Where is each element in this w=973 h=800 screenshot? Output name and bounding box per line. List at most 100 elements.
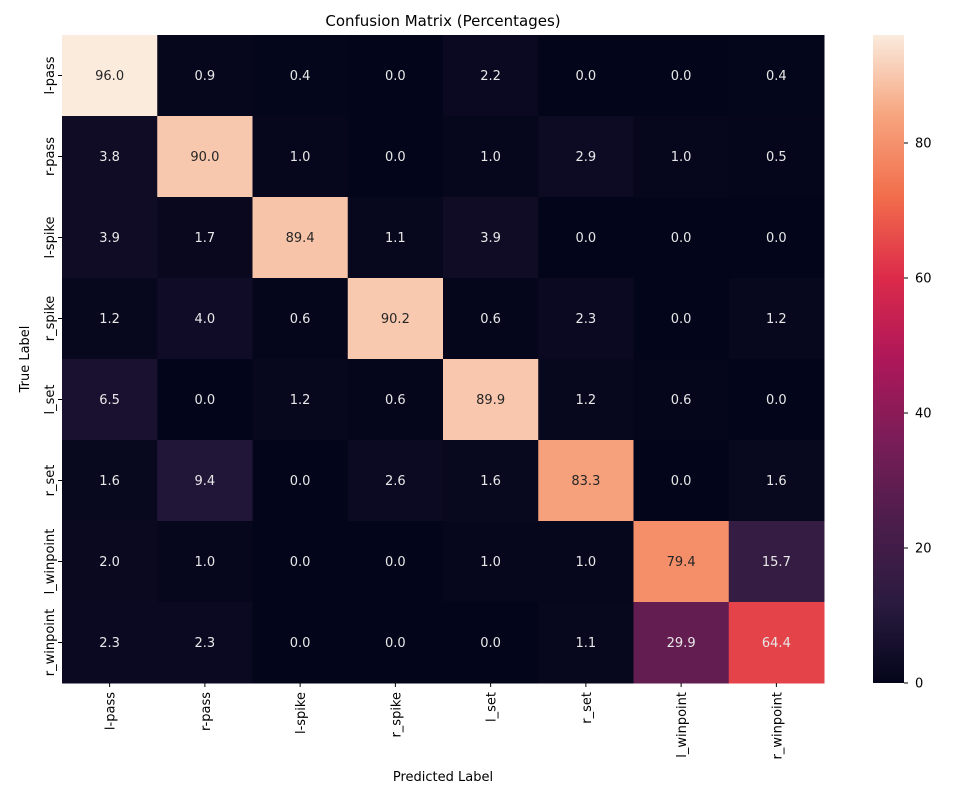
x-tick-label: l_winpoint <box>675 692 690 758</box>
cell-value-4-7: 0.0 <box>766 393 787 408</box>
cell-value-7-2: 0.0 <box>290 636 311 651</box>
heatmap-cell-1-3 <box>347 116 444 198</box>
colorbar-tick-label: 80 <box>915 137 932 152</box>
colorbar-tick-label: 0 <box>915 677 923 692</box>
x-tick-label: l-pass <box>104 692 119 730</box>
cell-value-2-5: 0.0 <box>576 231 597 246</box>
heatmap-cell-6-2 <box>252 521 349 603</box>
cell-value-2-0: 3.9 <box>99 231 120 246</box>
heatmap-cell-0-3 <box>347 35 444 117</box>
heatmap-cell-5-6 <box>633 440 730 522</box>
cell-value-3-5: 2.3 <box>576 312 597 327</box>
cell-value-7-6: 29.9 <box>667 636 696 651</box>
heatmap-cell-5-5 <box>538 440 634 522</box>
cell-value-2-7: 0.0 <box>766 231 787 246</box>
cell-value-0-4: 2.2 <box>480 69 501 84</box>
cell-value-4-0: 6.5 <box>99 393 120 408</box>
heatmap-cell-6-7 <box>728 521 825 603</box>
cell-value-4-1: 0.0 <box>195 393 216 408</box>
heatmap-cell-6-0 <box>62 521 158 603</box>
heatmap-cell-3-7 <box>728 278 825 360</box>
x-tick-label: r_set <box>580 692 595 724</box>
cell-value-5-2: 0.0 <box>290 474 311 489</box>
y-tick-label: r_set <box>43 465 58 497</box>
heatmap-cell-2-5 <box>538 197 634 279</box>
heatmap-cell-1-5 <box>538 116 634 198</box>
heatmap-cell-7-1 <box>157 602 253 684</box>
heatmap-cell-6-6 <box>633 521 730 603</box>
colorbar-tick-label: 60 <box>915 272 932 287</box>
cell-value-4-5: 1.2 <box>576 393 597 408</box>
cell-value-6-2: 0.0 <box>290 555 311 570</box>
cell-value-0-0: 96.0 <box>95 69 124 84</box>
x-axis-label: Predicted Label <box>393 770 493 785</box>
y-tick-label: l_winpoint <box>43 529 58 595</box>
heatmap-cell-5-2 <box>252 440 349 522</box>
cell-value-4-6: 0.6 <box>671 393 692 408</box>
cell-value-1-2: 1.0 <box>290 150 311 165</box>
cell-value-1-0: 3.8 <box>99 150 120 165</box>
cell-value-4-4: 89.9 <box>476 393 505 408</box>
heatmap-cell-5-4 <box>443 440 539 522</box>
cell-value-1-7: 0.5 <box>766 150 787 165</box>
heatmap-cell-4-7 <box>728 359 825 441</box>
cell-value-0-6: 0.0 <box>671 69 692 84</box>
heatmap-cell-4-4 <box>443 359 539 441</box>
cell-value-1-4: 1.0 <box>480 150 501 165</box>
heatmap-cell-2-0 <box>62 197 158 279</box>
heatmap-cell-0-5 <box>538 35 634 117</box>
heatmap-cell-4-6 <box>633 359 730 441</box>
heatmap-cell-7-2 <box>252 602 349 684</box>
heatmap-cell-4-5 <box>538 359 634 441</box>
heatmap-cell-7-6 <box>633 602 730 684</box>
heatmap-cell-1-4 <box>443 116 539 198</box>
heatmap-cell-6-3 <box>347 521 444 603</box>
cell-value-5-0: 1.6 <box>99 474 120 489</box>
heatmap-cell-4-2 <box>252 359 349 441</box>
cell-value-3-2: 0.6 <box>290 312 311 327</box>
cell-value-3-7: 1.2 <box>766 312 787 327</box>
heatmap-cell-3-0 <box>62 278 158 360</box>
heatmap-cell-3-1 <box>157 278 253 360</box>
heatmap-cell-7-3 <box>347 602 444 684</box>
heatmap-cell-4-0 <box>62 359 158 441</box>
cell-value-5-3: 2.6 <box>385 474 406 489</box>
cell-value-7-5: 1.1 <box>576 636 597 651</box>
heatmap-cell-1-0 <box>62 116 158 198</box>
cell-value-1-6: 1.0 <box>671 150 692 165</box>
heatmap-cell-5-3 <box>347 440 444 522</box>
heatmap-cell-3-3 <box>347 278 444 360</box>
heatmap-cell-2-3 <box>347 197 444 279</box>
cell-value-7-1: 2.3 <box>195 636 216 651</box>
cell-value-4-3: 0.6 <box>385 393 406 408</box>
heatmap-cell-4-1 <box>157 359 253 441</box>
y-axis-label: True Label <box>18 326 33 394</box>
cell-value-0-3: 0.0 <box>385 69 406 84</box>
cell-value-3-1: 4.0 <box>195 312 216 327</box>
cell-value-6-3: 0.0 <box>385 555 406 570</box>
cell-value-6-1: 1.0 <box>195 555 216 570</box>
colorbar <box>873 35 904 683</box>
cell-value-2-1: 1.7 <box>195 231 216 246</box>
heatmap-cell-1-2 <box>252 116 349 198</box>
cell-value-6-4: 1.0 <box>480 555 501 570</box>
cell-value-6-5: 1.0 <box>576 555 597 570</box>
y-axis-ticks: l-pass r-pass l-spike r_spike l_set r_set l_wi… <box>43 56 62 676</box>
cell-value-2-6: 0.0 <box>671 231 692 246</box>
heatmap-cell-0-2 <box>252 35 349 117</box>
x-tick-label: r-pass <box>199 692 214 731</box>
cell-value-7-7: 64.4 <box>762 636 791 651</box>
cell-value-2-3: 1.1 <box>385 231 406 246</box>
heatmap-cell-3-2 <box>252 278 349 360</box>
heatmap-cell-1-1 <box>157 116 253 198</box>
y-tick-label: l_set <box>43 385 58 415</box>
heatmap-cell-2-2 <box>252 197 349 279</box>
y-tick-label: r_spike <box>43 296 58 342</box>
heatmap-cell-0-4 <box>443 35 539 117</box>
heatmap-cell-7-4 <box>443 602 539 684</box>
colorbar-ticks: 0 20 40 60 80 <box>904 137 932 692</box>
heatmap-cell-3-5 <box>538 278 634 360</box>
cell-value-5-7: 1.6 <box>766 474 787 489</box>
y-tick-label: r-pass <box>43 137 58 176</box>
